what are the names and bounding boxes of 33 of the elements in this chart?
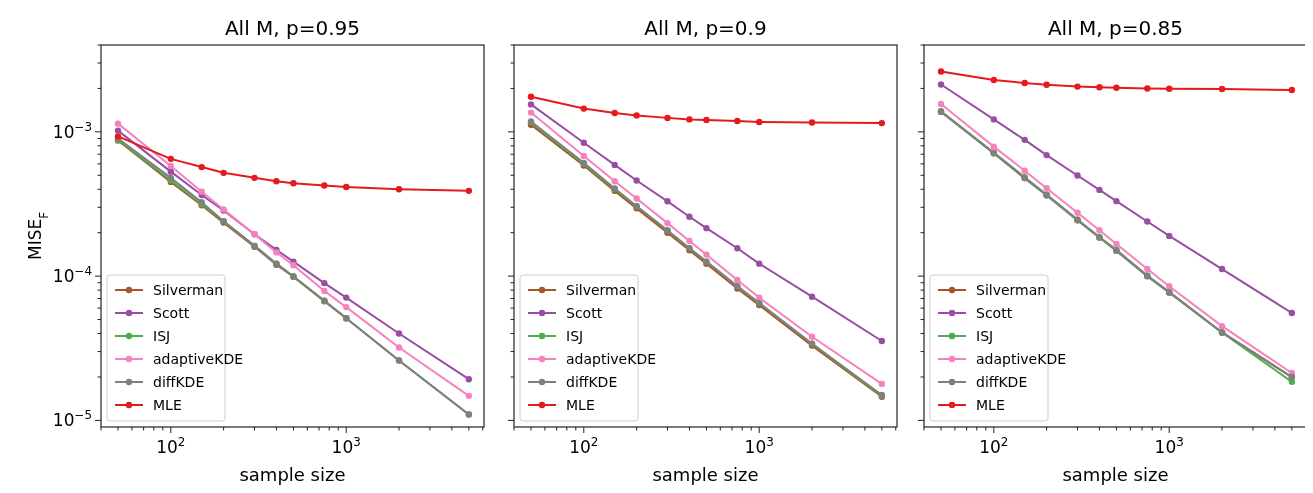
legend-label: Silverman [566, 282, 637, 298]
legend-label: diffKDE [153, 374, 205, 390]
chart-title: All M, p=0.85 [1047, 16, 1184, 40]
x-tick-label: 10$^{3}$ [331, 435, 361, 457]
x-axis-title: sample size [652, 464, 759, 485]
legend-label: MLE [566, 397, 595, 413]
legend-label: adaptiveKDE [976, 351, 1067, 367]
y-tick-label: 10$^{−5}$ [52, 408, 92, 431]
legend-label: Scott [153, 305, 190, 321]
legend-label: diffKDE [976, 374, 1028, 390]
legend-label: Silverman [153, 282, 224, 298]
y-tick-label: 10$^{−3}$ [52, 119, 92, 142]
chart-title: All M, p=0.9 [644, 16, 767, 40]
legend-label: Scott [976, 305, 1013, 321]
legend-label: adaptiveKDE [153, 351, 244, 367]
x-axis-title: sample size [1062, 464, 1169, 485]
x-tick-label: 10$^{2}$ [156, 435, 186, 457]
legend-label: MLE [153, 397, 182, 413]
legend-label: MLE [976, 397, 1005, 413]
x-tick-label: 10$^{2}$ [569, 435, 599, 457]
chart-title: All M, p=0.95 [224, 16, 361, 40]
x-tick-label: 10$^{2}$ [979, 435, 1009, 457]
x-tick-label: 10$^{3}$ [744, 435, 774, 457]
legend-label: adaptiveKDE [566, 351, 657, 367]
legend-label: Silverman [976, 282, 1047, 298]
legend-label: ISJ [566, 328, 584, 344]
x-axis-title: sample size [239, 464, 346, 485]
legend-label: ISJ [153, 328, 171, 344]
legend-label: Scott [566, 305, 603, 321]
x-tick-label: 10$^{3}$ [1154, 435, 1184, 457]
legend-label: ISJ [976, 328, 994, 344]
legend-label: diffKDE [566, 374, 618, 390]
y-tick-label: 10$^{−4}$ [52, 264, 92, 287]
